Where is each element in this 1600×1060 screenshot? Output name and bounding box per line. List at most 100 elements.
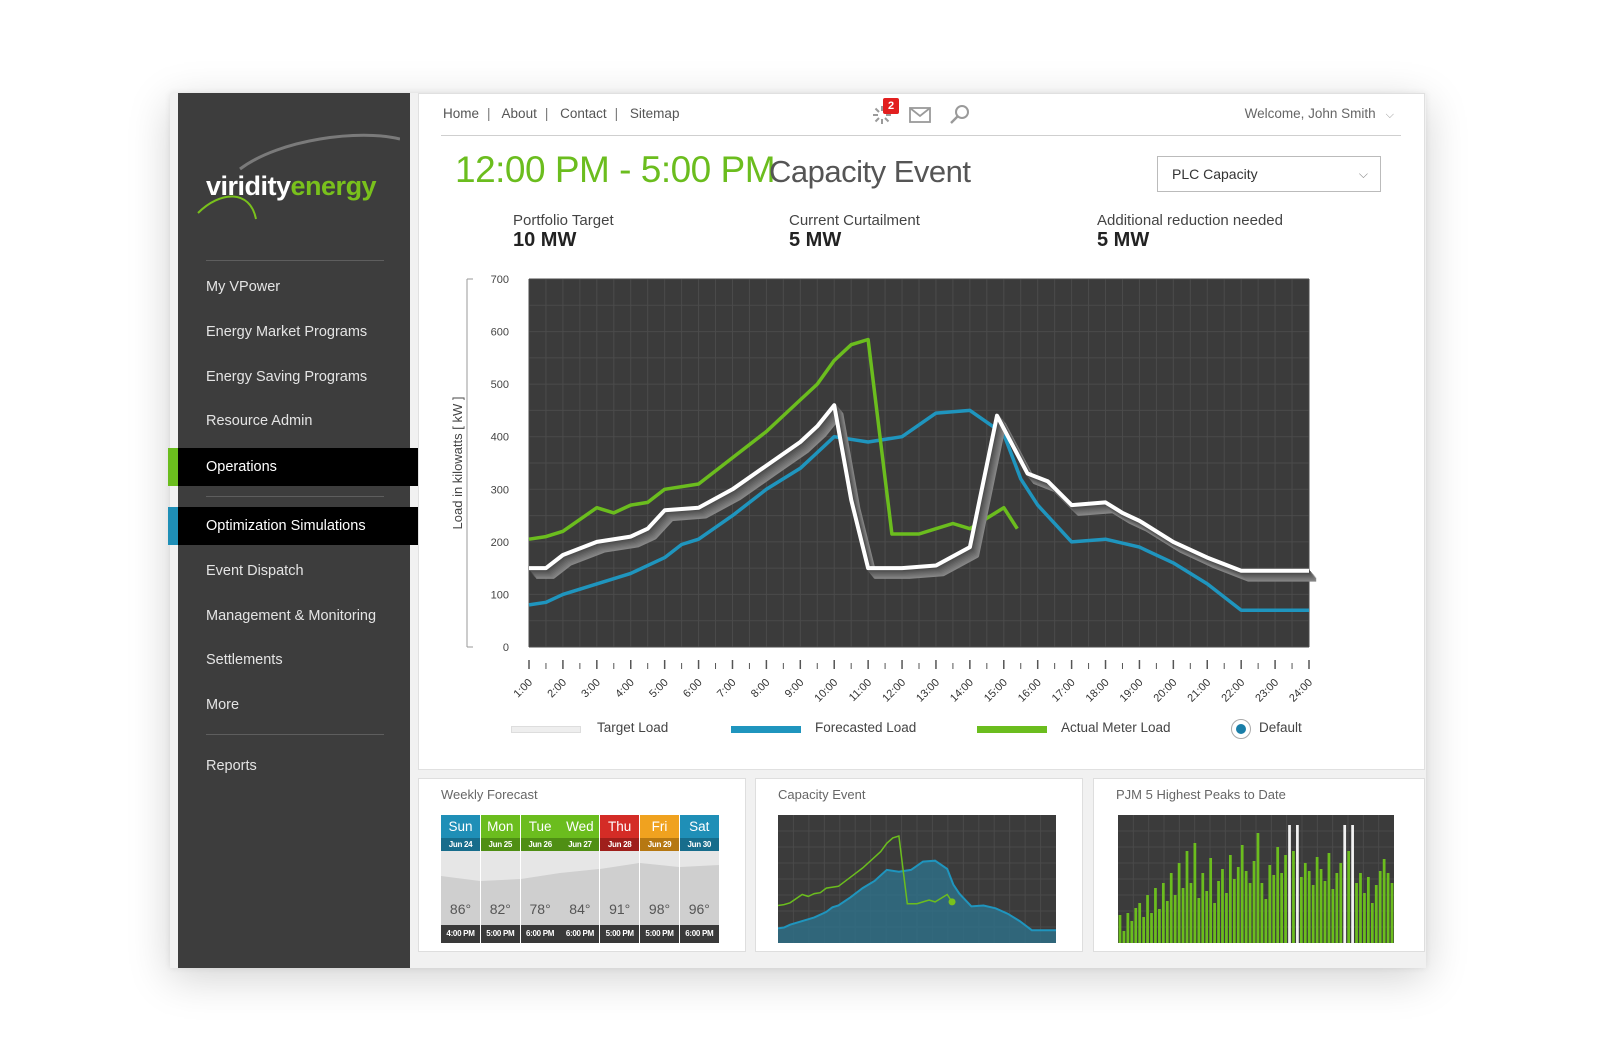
active-accent-bar bbox=[168, 507, 178, 545]
day-temp-area: 98° bbox=[640, 851, 679, 925]
sidebar-item-reports[interactable]: Reports bbox=[206, 758, 257, 774]
x-tick-label: 11:00 bbox=[847, 677, 874, 704]
peak-bar bbox=[1126, 913, 1130, 943]
day-temp-area: 96° bbox=[679, 851, 719, 925]
alert-icon[interactable]: 2 bbox=[869, 98, 899, 128]
default-radio[interactable] bbox=[1231, 719, 1251, 739]
day-name: Mon bbox=[480, 815, 520, 838]
forecast-day-tue[interactable]: Tue Jun 26 78° 6:00 PM bbox=[520, 815, 560, 943]
legend-swatch-target bbox=[511, 726, 581, 733]
mini-forecast-area bbox=[778, 860, 1056, 943]
temp-wave-icon bbox=[640, 863, 679, 925]
sidebar-item-optimization-simulations[interactable]: Optimization Simulations bbox=[168, 507, 430, 545]
day-date: Jun 30 bbox=[679, 838, 719, 851]
top-nav: Home | About | Contact | Sitemap bbox=[443, 106, 680, 121]
day-date: Jun 28 bbox=[600, 838, 640, 851]
peak-bar bbox=[1150, 913, 1153, 943]
chevron-down-icon: ⌵ bbox=[1385, 109, 1394, 121]
forecast-day-thu[interactable]: Thu Jun 28 91° 5:00 PM bbox=[600, 815, 640, 943]
user-menu[interactable]: Welcome, John Smith ⌵ bbox=[1244, 106, 1394, 121]
forecast-day-sat[interactable]: Sat Jun 30 96° 6:00 PM bbox=[679, 815, 719, 943]
capacity-select[interactable]: PLC Capacity ⌵ bbox=[1157, 156, 1381, 192]
x-tick-label: 15:00 bbox=[982, 677, 1010, 705]
temp-wave-icon bbox=[679, 865, 719, 925]
sidebar-item-resource-admin[interactable]: Resource Admin bbox=[206, 413, 313, 429]
peak-bar bbox=[1276, 847, 1280, 943]
peak-bar bbox=[1359, 873, 1362, 943]
day-temp: 86° bbox=[449, 901, 472, 917]
logo-swoosh-icon bbox=[197, 133, 400, 220]
default-radio-label: Default bbox=[1259, 720, 1302, 735]
day-peak-time: 5:00 PM bbox=[640, 925, 679, 943]
forecast-day-sun[interactable]: Sun Jun 24 86° 4:00 PM bbox=[441, 815, 480, 943]
x-tick-label: 20:00 bbox=[1152, 677, 1180, 705]
forecast-day-fri[interactable]: Fri Jun 29 98° 5:00 PM bbox=[640, 815, 679, 943]
day-date: Jun 24 bbox=[441, 838, 480, 851]
capacity-event-panel[interactable]: Capacity Event bbox=[755, 778, 1083, 952]
day-date: Jun 26 bbox=[520, 838, 560, 851]
sidebar-item-more[interactable]: More bbox=[206, 697, 240, 713]
day-temp-area: 82° bbox=[480, 851, 520, 925]
peak-bar bbox=[1347, 851, 1351, 943]
peak-bar bbox=[1303, 863, 1307, 943]
temp-wave-icon bbox=[480, 879, 520, 925]
peak-bar bbox=[1363, 893, 1366, 943]
day-temp-area: 91° bbox=[600, 851, 640, 925]
chevron-down-icon: ⌵ bbox=[1358, 167, 1368, 181]
sidebar-item-energy-market-programs[interactable]: Energy Market Programs bbox=[206, 324, 368, 340]
pjm-peaks-panel[interactable]: PJM 5 Highest Peaks to Date bbox=[1093, 778, 1425, 952]
peak-bar-highlight bbox=[1351, 825, 1354, 943]
day-temp: 91° bbox=[609, 901, 631, 917]
series-target-load bbox=[529, 403, 1309, 573]
peak-bar bbox=[1189, 883, 1193, 943]
peak-bar bbox=[1236, 867, 1240, 943]
day-peak-time: 5:00 PM bbox=[480, 925, 520, 943]
pjm-peaks-chart[interactable] bbox=[1118, 815, 1400, 945]
peak-bar-highlight bbox=[1343, 825, 1347, 943]
x-tick-label: 22:00 bbox=[1219, 677, 1247, 705]
search-icon[interactable] bbox=[947, 102, 973, 128]
peak-bar bbox=[1252, 861, 1256, 943]
peak-bar bbox=[1165, 901, 1169, 943]
day-temp: 84° bbox=[569, 901, 591, 917]
day-name: Fri bbox=[640, 815, 679, 838]
temp-wave-icon bbox=[600, 863, 640, 925]
nav-link-sitemap[interactable]: Sitemap bbox=[629, 106, 680, 121]
sidebar-item-energy-saving-programs[interactable]: Energy Saving Programs bbox=[206, 369, 368, 385]
day-temp: 82° bbox=[489, 901, 511, 917]
sidebar-item-management-monitoring[interactable]: Management & Monitoring bbox=[206, 608, 377, 624]
y-tick-label: 700 bbox=[491, 274, 509, 286]
sidebar-item-event-dispatch[interactable]: Event Dispatch bbox=[206, 563, 304, 579]
sidebar-divider bbox=[206, 496, 384, 497]
x-tick-label: 7:00 bbox=[715, 677, 739, 701]
nav-link-contact[interactable]: Contact bbox=[560, 106, 607, 121]
nav-link-about[interactable]: About bbox=[501, 106, 537, 121]
peak-bar bbox=[1205, 891, 1209, 943]
x-tick-label: 17:00 bbox=[1050, 677, 1078, 705]
nav-link-home[interactable]: Home bbox=[443, 106, 480, 121]
peak-bar bbox=[1142, 917, 1145, 943]
peak-bar bbox=[1232, 879, 1236, 943]
event-time: 12:00 PM - 5:00 PM bbox=[455, 149, 776, 190]
peak-bar bbox=[1327, 853, 1331, 943]
sidebar-item-settlements[interactable]: Settlements bbox=[206, 652, 283, 668]
peak-bar bbox=[1240, 845, 1244, 943]
peak-bar bbox=[1193, 843, 1197, 943]
peak-bar bbox=[1197, 898, 1201, 943]
stat-additional-reduction: Additional reduction needed 5 MW bbox=[1097, 212, 1283, 251]
sidebar-item-operations[interactable]: Operations bbox=[168, 448, 420, 486]
mail-icon[interactable] bbox=[907, 102, 933, 128]
x-tick-label: 14:00 bbox=[948, 677, 976, 705]
sidebar-item-my-vpower[interactable]: My VPower bbox=[206, 279, 281, 295]
viridity-logo[interactable]: viridityenergy bbox=[190, 131, 400, 231]
temp-wave-icon bbox=[560, 869, 600, 925]
forecast-day-wed[interactable]: Wed Jun 27 84° 6:00 PM bbox=[560, 815, 600, 943]
peak-bar bbox=[1201, 873, 1205, 943]
peak-bar bbox=[1130, 921, 1134, 943]
x-tick-label: 16:00 bbox=[1016, 677, 1044, 705]
capacity-mini-chart[interactable] bbox=[778, 815, 1062, 945]
forecast-day-mon[interactable]: Mon Jun 25 82° 5:00 PM bbox=[480, 815, 520, 943]
day-temp: 98° bbox=[648, 901, 671, 917]
x-tick-label: 12:00 bbox=[880, 677, 908, 705]
load-chart[interactable]: Load in kilowatts [ kW ] 0 100 200 300 400 500… bbox=[439, 259, 1319, 739]
